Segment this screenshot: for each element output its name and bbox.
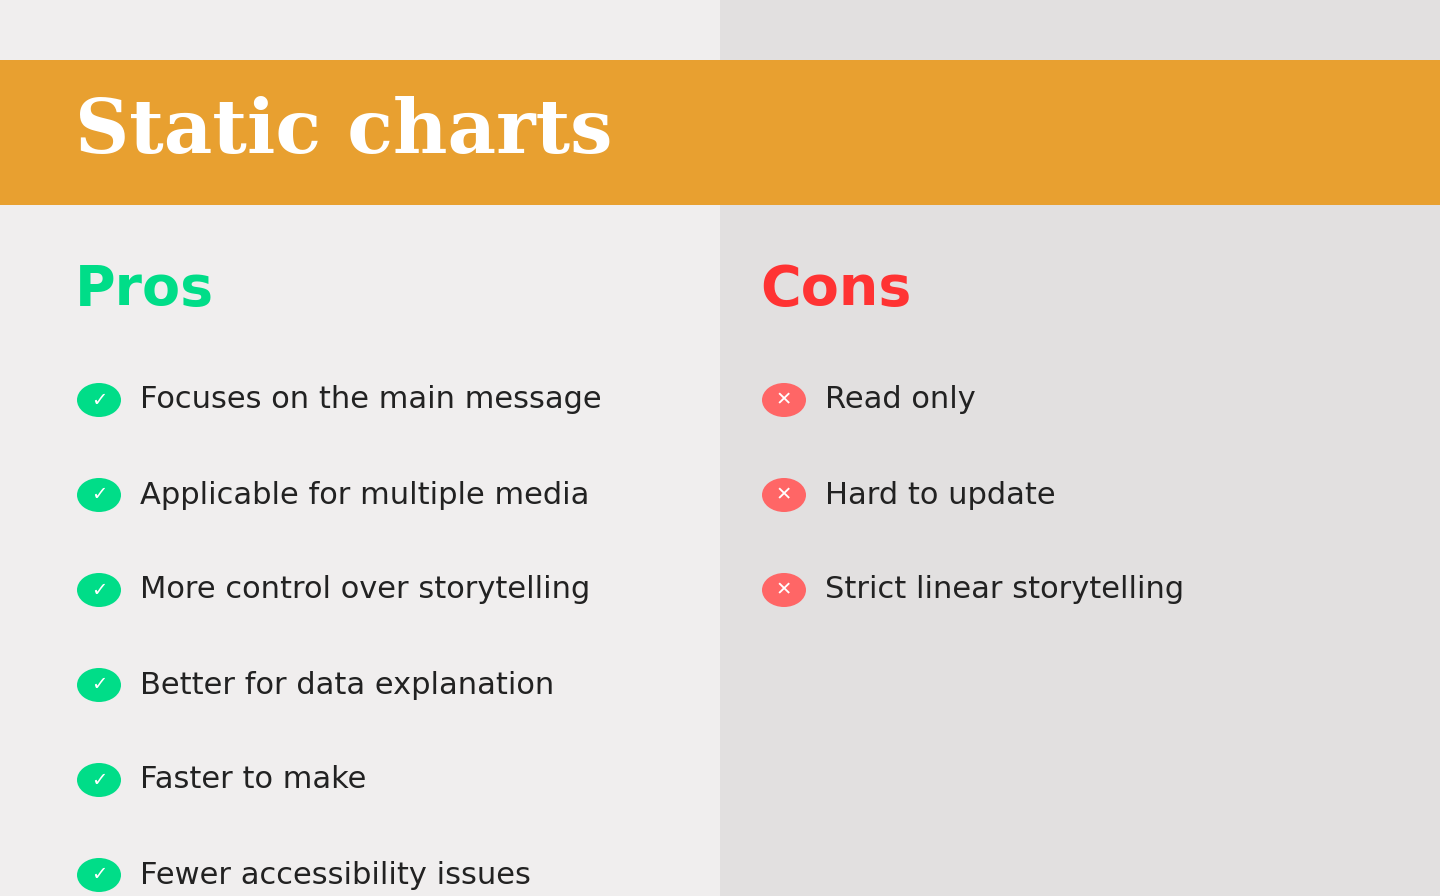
Text: ✓: ✓: [91, 676, 107, 694]
Text: Better for data explanation: Better for data explanation: [140, 670, 554, 700]
Ellipse shape: [762, 383, 806, 417]
Bar: [0, 0, 720, 896]
Ellipse shape: [76, 763, 121, 797]
Ellipse shape: [762, 573, 806, 607]
Bar: [720, 0, 1440, 896]
Text: ✓: ✓: [91, 581, 107, 599]
Text: ✓: ✓: [91, 771, 107, 789]
Ellipse shape: [76, 668, 121, 702]
Text: Static charts: Static charts: [75, 96, 612, 169]
Ellipse shape: [76, 573, 121, 607]
Ellipse shape: [762, 478, 806, 512]
Text: Cons: Cons: [760, 263, 912, 317]
Text: ✕: ✕: [776, 391, 792, 409]
Text: Strict linear storytelling: Strict linear storytelling: [825, 575, 1184, 605]
Text: Focuses on the main message: Focuses on the main message: [140, 385, 602, 415]
Text: Faster to make: Faster to make: [140, 765, 366, 795]
Text: ✕: ✕: [776, 581, 792, 599]
Text: ✓: ✓: [91, 486, 107, 504]
Ellipse shape: [76, 478, 121, 512]
Text: ✕: ✕: [776, 486, 792, 504]
Ellipse shape: [76, 383, 121, 417]
Ellipse shape: [76, 858, 121, 892]
Bar: [0, 60, 1440, 205]
Text: Hard to update: Hard to update: [825, 480, 1056, 510]
Text: ✓: ✓: [91, 866, 107, 884]
Text: Fewer accessibility issues: Fewer accessibility issues: [140, 860, 531, 890]
Text: Applicable for multiple media: Applicable for multiple media: [140, 480, 589, 510]
Text: More control over storytelling: More control over storytelling: [140, 575, 590, 605]
Text: Read only: Read only: [825, 385, 976, 415]
Text: ✓: ✓: [91, 391, 107, 409]
Text: Pros: Pros: [75, 263, 215, 317]
